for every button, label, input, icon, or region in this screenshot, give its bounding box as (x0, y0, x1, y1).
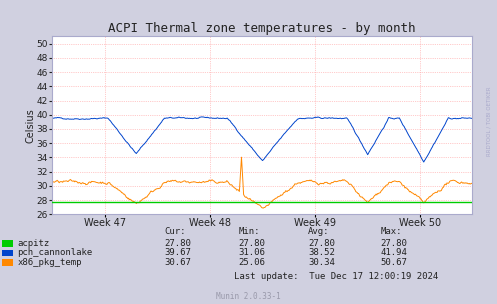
Text: Avg:: Avg: (308, 227, 330, 236)
Text: 27.80: 27.80 (164, 239, 191, 248)
Text: 41.94: 41.94 (380, 248, 407, 257)
Text: 27.80: 27.80 (308, 239, 335, 248)
Text: 30.34: 30.34 (308, 258, 335, 267)
Text: 30.67: 30.67 (164, 258, 191, 267)
Y-axis label: Celsius: Celsius (25, 108, 35, 143)
Text: 39.67: 39.67 (164, 248, 191, 257)
Text: 27.80: 27.80 (380, 239, 407, 248)
Text: x86_pkg_temp: x86_pkg_temp (17, 258, 82, 267)
Text: RRDTOOL / TOBI OETIKER: RRDTOOL / TOBI OETIKER (486, 87, 491, 156)
Text: 25.06: 25.06 (239, 258, 265, 267)
Text: 31.06: 31.06 (239, 248, 265, 257)
Text: Last update:  Tue Dec 17 12:00:19 2024: Last update: Tue Dec 17 12:00:19 2024 (234, 272, 438, 281)
Text: acpitz: acpitz (17, 239, 50, 248)
Text: Cur:: Cur: (164, 227, 185, 236)
Text: Max:: Max: (380, 227, 402, 236)
Title: ACPI Thermal zone temperatures - by month: ACPI Thermal zone temperatures - by mont… (108, 22, 416, 35)
Text: 50.67: 50.67 (380, 258, 407, 267)
Text: pch_cannonlake: pch_cannonlake (17, 248, 92, 257)
Text: 38.52: 38.52 (308, 248, 335, 257)
Text: 27.80: 27.80 (239, 239, 265, 248)
Text: Min:: Min: (239, 227, 260, 236)
Text: Munin 2.0.33-1: Munin 2.0.33-1 (216, 292, 281, 301)
